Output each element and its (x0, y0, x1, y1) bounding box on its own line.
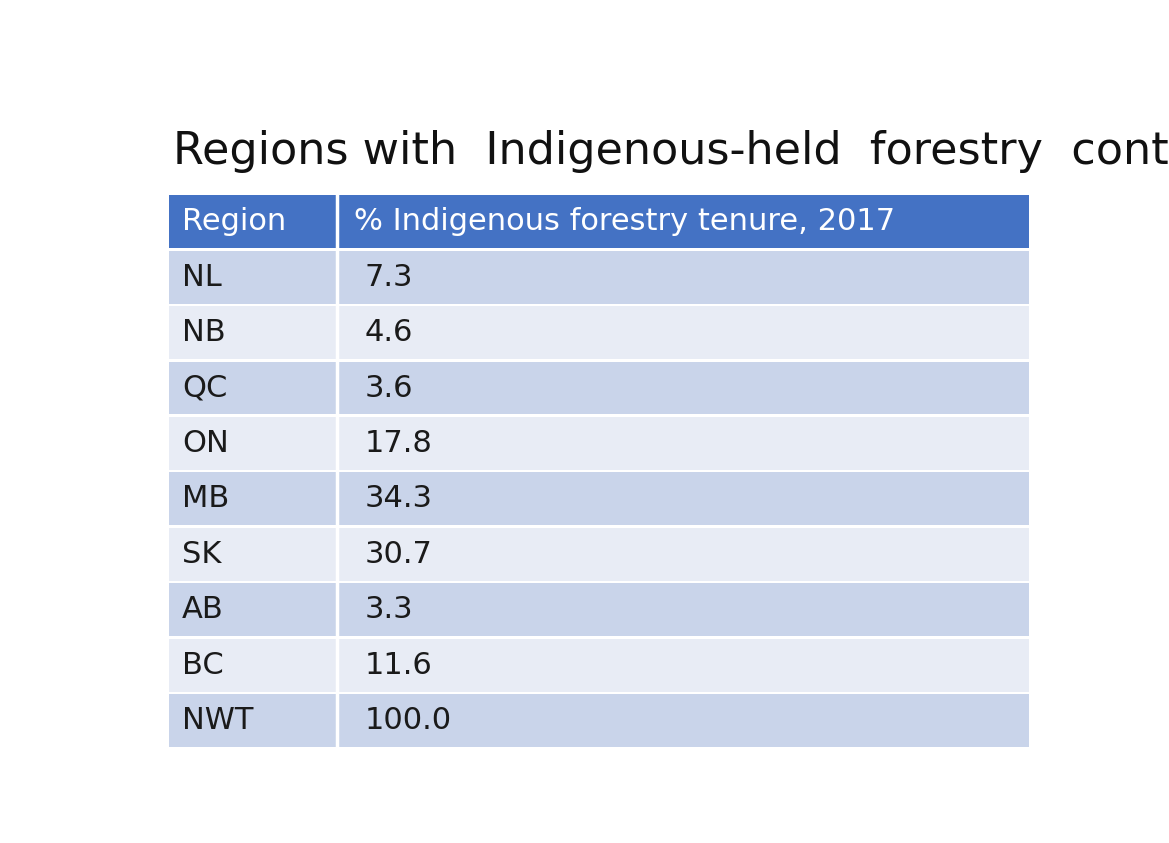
Text: 17.8: 17.8 (365, 429, 433, 458)
Text: NWT: NWT (182, 706, 254, 735)
Bar (168, 362, 337, 415)
Text: BC: BC (182, 651, 224, 679)
Bar (337, 250, 1030, 303)
Text: SK: SK (182, 540, 222, 569)
Text: ON: ON (182, 429, 229, 458)
Text: MB: MB (182, 485, 229, 513)
Text: 34.3: 34.3 (365, 485, 433, 513)
Text: 4.6: 4.6 (365, 318, 413, 347)
Bar (168, 472, 337, 525)
Bar (168, 250, 337, 303)
Bar (168, 306, 337, 359)
Bar (168, 196, 337, 248)
Bar (337, 694, 1030, 747)
Text: 3.3: 3.3 (365, 595, 413, 624)
Text: 7.3: 7.3 (365, 263, 413, 292)
Text: Regions with  Indigenous-held  forestry  contracts :: Regions with Indigenous-held forestry co… (173, 131, 1169, 174)
Text: NL: NL (182, 263, 222, 292)
Text: 11.6: 11.6 (365, 651, 433, 679)
Bar (168, 528, 337, 581)
Bar (168, 694, 337, 747)
Text: 30.7: 30.7 (365, 540, 433, 569)
Bar (168, 583, 337, 636)
Text: Region: Region (182, 207, 286, 236)
Text: 100.0: 100.0 (365, 706, 451, 735)
Bar (337, 639, 1030, 691)
Bar (337, 306, 1030, 359)
Bar (337, 528, 1030, 581)
Bar (337, 417, 1030, 470)
Text: QC: QC (182, 373, 228, 402)
Text: % Indigenous forestry tenure, 2017: % Indigenous forestry tenure, 2017 (354, 207, 895, 236)
Text: 3.6: 3.6 (365, 373, 413, 402)
Bar (337, 362, 1030, 415)
Bar (168, 417, 337, 470)
Text: AB: AB (182, 595, 224, 624)
Bar (337, 472, 1030, 525)
Bar (168, 639, 337, 691)
Text: NB: NB (182, 318, 226, 347)
Bar (337, 583, 1030, 636)
Bar (337, 196, 1030, 248)
